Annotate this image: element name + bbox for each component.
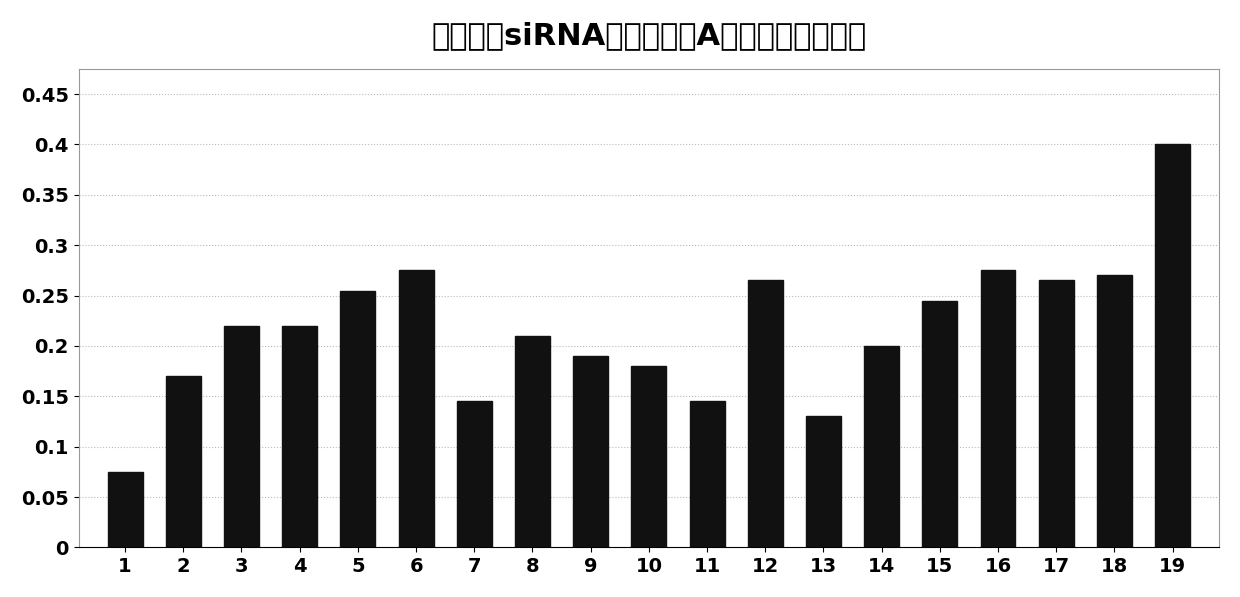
Bar — [283, 326, 317, 547]
Bar — [631, 366, 666, 547]
Bar — [166, 376, 201, 547]
Bar — [573, 356, 608, 547]
Bar — [1156, 144, 1190, 547]
Bar — [864, 346, 899, 547]
Bar — [981, 270, 1016, 547]
Bar — [341, 291, 376, 547]
Bar — [923, 300, 957, 547]
Bar — [748, 281, 782, 547]
Bar — [806, 417, 841, 547]
Bar — [1039, 281, 1074, 547]
Bar — [1097, 275, 1132, 547]
Bar — [456, 401, 492, 547]
Bar — [689, 401, 724, 547]
Title: 低效率的siRNA序列中碱基A在每列出现的频率: 低效率的siRNA序列中碱基A在每列出现的频率 — [432, 21, 867, 50]
Bar — [108, 472, 143, 547]
Bar — [224, 326, 259, 547]
Bar — [515, 336, 549, 547]
Bar — [398, 270, 434, 547]
